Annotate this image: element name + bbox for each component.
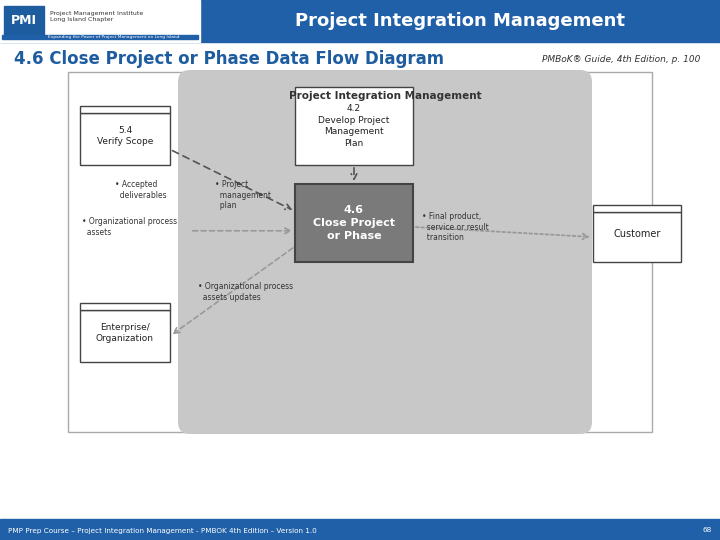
Text: • Final product,
  service or result
  transition: • Final product, service or result trans… [422,212,489,242]
Bar [80,113,170,165]
Bar [593,205,681,212]
Text: Customer: Customer [613,229,661,239]
Text: 4.2
Develop Project
Management
Plan: 4.2 Develop Project Management Plan [318,104,390,148]
Bar [0,519,720,521]
Text: 4.6 Close Project or Phase Data Flow Diagram: 4.6 Close Project or Phase Data Flow Dia… [14,50,444,68]
Text: 5.4
Verify Scope: 5.4 Verify Scope [96,126,153,146]
Bar [80,106,170,113]
Bar [0,521,720,540]
Text: PMBoK® Guide, 4th Edition, p. 100: PMBoK® Guide, 4th Edition, p. 100 [541,56,700,64]
FancyBboxPatch shape [178,70,592,434]
Text: PMI: PMI [11,15,37,28]
Text: • Organizational process
  assets: • Organizational process assets [82,217,177,237]
Text: PMP Prep Course – Project Integration Management - PMBOK 4th Edition – Version 1: PMP Prep Course – Project Integration Ma… [8,528,317,534]
Text: Project Management Institute: Project Management Institute [50,10,143,16]
Text: 68: 68 [703,528,712,534]
Bar [80,303,170,310]
Text: Expanding the Power of Project Management on Long Island: Expanding the Power of Project Managemen… [48,35,179,39]
Text: Project Integration Management: Project Integration Management [295,12,625,30]
Text: Enterprise/
Organization: Enterprise/ Organization [96,322,154,343]
Text: Project Integration Management: Project Integration Management [289,91,481,101]
Bar [2,2,198,40]
Text: • Organizational process
  assets updates: • Organizational process assets updates [198,282,293,302]
Bar [80,310,170,362]
Bar [2,35,198,39]
Bar [295,87,413,165]
Bar [4,6,44,36]
Text: • Accepted
  deliverables: • Accepted deliverables [115,180,166,200]
Bar [0,0,200,42]
Bar [0,0,720,42]
Bar [295,184,413,262]
Text: 4.6
Close Project
or Phase: 4.6 Close Project or Phase [313,205,395,241]
Text: Long Island Chapter: Long Island Chapter [50,17,113,23]
Text: • Project
  management
  plan: • Project management plan [215,180,271,210]
Bar [68,72,652,432]
Bar [593,212,681,262]
